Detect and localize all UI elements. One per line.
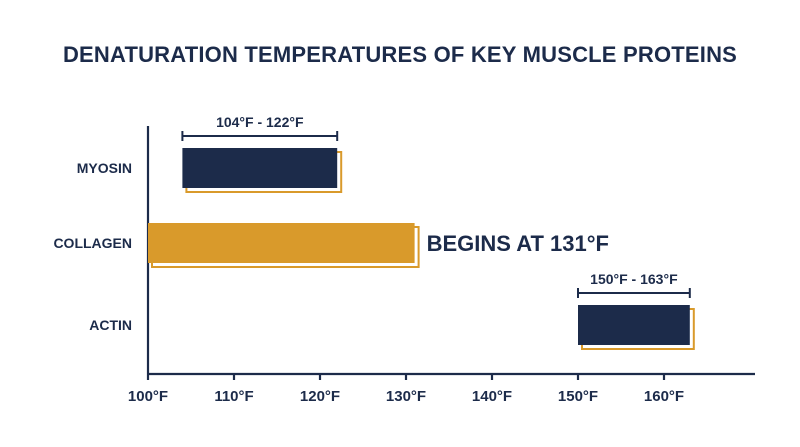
x-tick-label: 100°F bbox=[128, 388, 168, 405]
category-label: MYOSIN bbox=[77, 160, 132, 176]
chart-title: DENATURATION TEMPERATURES OF KEY MUSCLE … bbox=[62, 42, 738, 67]
bar-range-label: 150°F - 163°F bbox=[590, 271, 678, 287]
bar-annotation-label: BEGINS AT 131°F bbox=[427, 231, 609, 256]
x-tick-label: 130°F bbox=[386, 388, 426, 405]
x-tick-label: 140°F bbox=[472, 388, 512, 405]
x-tick-label: 160°F bbox=[644, 388, 684, 405]
bar-actin bbox=[578, 305, 690, 345]
x-tick-label: 110°F bbox=[214, 388, 253, 405]
category-label: ACTIN bbox=[89, 317, 132, 333]
labels: MYOSIN COLLAGEN ACTIN 104°F - 122°F BEGINS A… bbox=[53, 114, 691, 333]
bars bbox=[148, 148, 695, 350]
bar-collagen bbox=[148, 223, 415, 263]
x-tick-label: 120°F bbox=[300, 388, 340, 405]
x-tick-label: 150°F bbox=[558, 388, 598, 405]
axes: 100°F 110°F 120°F 130°F 140°F 150°F 160°F bbox=[128, 126, 755, 405]
bar-myosin bbox=[182, 148, 338, 188]
category-label: COLLAGEN bbox=[53, 235, 132, 251]
bar-range-label: 104°F - 122°F bbox=[216, 114, 304, 130]
